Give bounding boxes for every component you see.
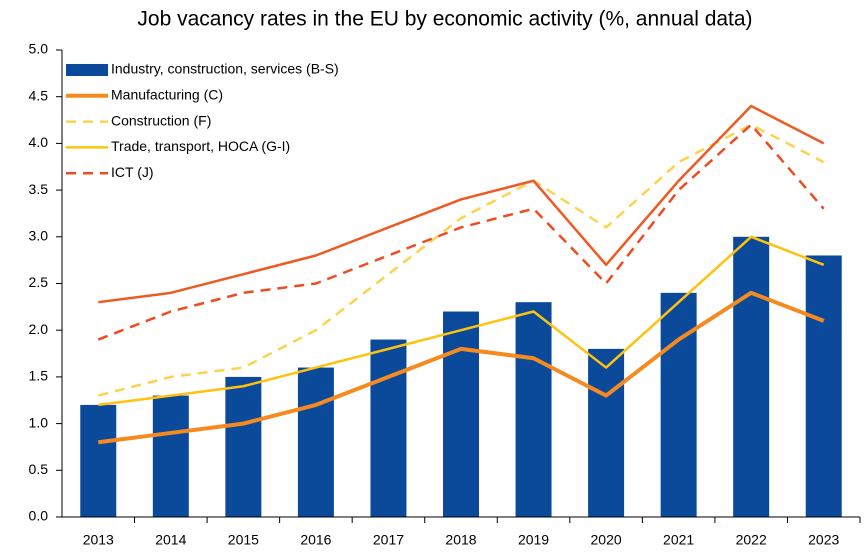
x-tick-label: 2018: [445, 532, 476, 548]
legend-label: Industry, construction, services (B-S): [111, 61, 339, 77]
x-tick-label: 2014: [155, 532, 186, 548]
legend-label: Manufacturing (C): [111, 87, 223, 103]
x-tick-label: 2021: [663, 532, 694, 548]
bar: [80, 404, 117, 517]
line-series: [97, 123, 825, 341]
y-tick-label: 5.0: [29, 41, 49, 57]
bar: [588, 348, 625, 517]
x-tick-label: 2017: [373, 532, 404, 548]
x-tick-label: 2019: [518, 532, 549, 548]
bar: [225, 376, 262, 517]
y-tick-label: 1.0: [29, 414, 49, 430]
legend-label: Construction (F): [111, 112, 211, 128]
bar: [152, 395, 189, 517]
bar: [515, 302, 552, 517]
x-tick-label: 2016: [300, 532, 331, 548]
x-tick-label: 2023: [808, 532, 839, 548]
y-tick-label: 2.5: [29, 274, 49, 290]
bar: [443, 311, 479, 517]
line-series: [98, 290, 825, 445]
y-tick-label: 3.5: [29, 181, 49, 197]
bar: [297, 367, 334, 517]
y-tick-label: 4.0: [29, 134, 49, 150]
legend-swatch: [66, 64, 108, 76]
line-series: [98, 235, 825, 407]
y-tick-label: 0.0: [29, 508, 49, 524]
bar: [660, 292, 697, 517]
y-tick-label: 2.0: [29, 321, 49, 337]
line-series: [97, 123, 825, 397]
bar: [733, 236, 770, 518]
legend-label: ICT (J): [111, 164, 154, 180]
bar: [370, 339, 407, 517]
bar: [805, 255, 842, 518]
y-tick-label: 3.0: [29, 228, 49, 244]
x-tick-label: 2013: [83, 532, 114, 548]
legend-label: Trade, transport, HOCA (G-I): [111, 138, 290, 154]
y-tick-label: 4.5: [29, 87, 49, 103]
x-tick-label: 2022: [736, 532, 767, 548]
x-tick-label: 2015: [228, 532, 259, 548]
x-tick-label: 2020: [591, 532, 622, 548]
y-tick-label: 1.5: [29, 368, 49, 384]
chart-title: Job vacancy rates in the EU by economic …: [137, 8, 752, 31]
y-tick-label: 0.5: [29, 461, 49, 477]
line-series: [98, 104, 825, 304]
